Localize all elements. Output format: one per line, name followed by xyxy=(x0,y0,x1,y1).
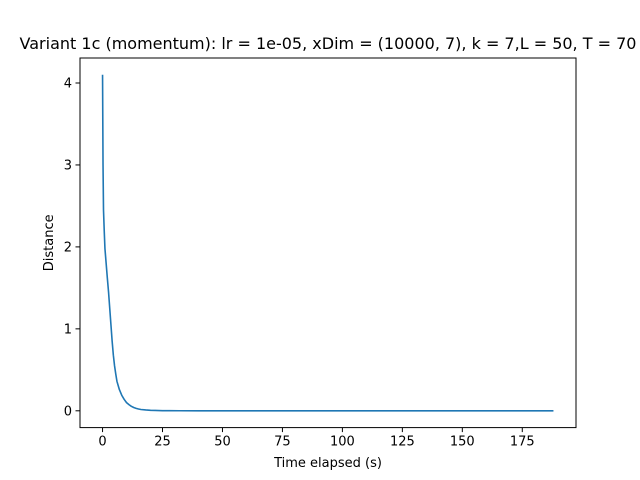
x-axis-label: Time elapsed (s) xyxy=(273,456,382,471)
x-tick-label: 100 xyxy=(330,435,355,450)
chart-title: Variant 1c (momentum): lr = 1e-05, xDim … xyxy=(20,34,637,53)
y-axis-label: Distance xyxy=(42,214,57,271)
x-tick-label: 50 xyxy=(214,435,231,450)
y-ticks: 0 1 2 3 4 xyxy=(64,76,80,419)
x-tick-label: 125 xyxy=(390,435,415,450)
x-tick-label: 75 xyxy=(274,435,291,450)
plot-area xyxy=(101,74,554,412)
series-line-0 xyxy=(101,74,554,412)
x-tick-label: 175 xyxy=(510,435,535,450)
axes-frame xyxy=(79,57,577,429)
y-tick-label: 0 xyxy=(64,404,72,419)
y-tick-label: 2 xyxy=(64,240,72,255)
y-tick-label: 3 xyxy=(64,158,72,173)
y-tick-label: 1 xyxy=(64,322,72,337)
x-ticks: 0 25 50 75 100 125 150 175 xyxy=(98,427,535,450)
x-tick-label: 150 xyxy=(450,435,475,450)
x-tick-label: 25 xyxy=(154,435,171,450)
x-tick-label: 0 xyxy=(98,435,106,450)
y-tick-label: 4 xyxy=(64,76,72,91)
